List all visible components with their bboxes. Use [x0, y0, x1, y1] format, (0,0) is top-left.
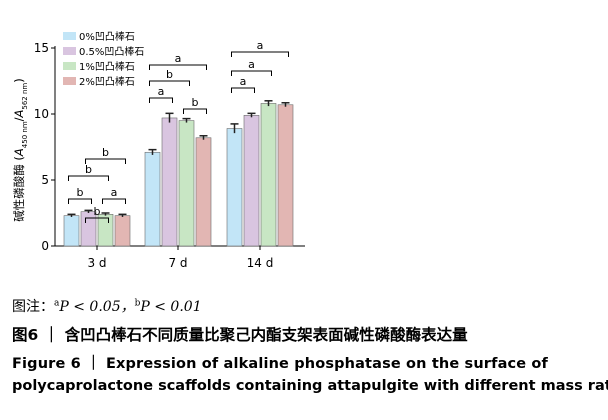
x-tick-label: 3 d: [87, 256, 106, 270]
significance-bracket: [231, 70, 272, 76]
legend-label: 0%凹凸棒石: [79, 30, 135, 43]
x-tick-label: 14 d: [247, 256, 274, 270]
y-tick-label: 5: [41, 173, 49, 187]
caption-english-line2: polycaprolactone scaffolds containing at…: [12, 378, 608, 394]
significance-bracket: [149, 64, 207, 70]
significance-label: a: [111, 186, 118, 199]
y-axis-label-a1: A: [12, 148, 26, 157]
y-axis-label-slash: /: [12, 117, 26, 121]
note-sup-a: a: [54, 298, 60, 309]
bar: [260, 103, 277, 247]
y-tick-label: 0: [41, 239, 49, 253]
significance-label: b: [94, 205, 101, 218]
y-axis-label-sub2: 562 nm: [21, 83, 29, 110]
legend-swatch: [63, 47, 76, 55]
note-prefix: 图注：: [12, 299, 54, 315]
caption-english-line1: Figure 6 ｜ Expression of alkaline phosph…: [12, 356, 549, 372]
legend-swatch: [63, 62, 76, 70]
significance-label: a: [158, 85, 165, 98]
y-axis-label: 碱性磷酸酶 (A450 nm/A562 nm): [12, 78, 29, 221]
note-p-a: P < 0.05，: [59, 299, 135, 315]
significance-bracket: [68, 175, 109, 181]
legend-label: 2%凹凸棒石: [79, 75, 135, 88]
y-axis-label-close: ): [12, 78, 26, 83]
significance-label: a: [175, 52, 182, 65]
bar: [114, 215, 131, 247]
bar: [178, 120, 195, 247]
significance-label: b: [102, 146, 109, 159]
bar: [226, 128, 243, 247]
caption-chinese: 图6 ｜ 含凹凸棒石不同质量比聚己内酯支架表面碱性磷酸酶表达量: [12, 326, 468, 344]
bar: [97, 214, 114, 247]
note-p-b: P < 0.01: [140, 299, 202, 315]
significance-label: b: [77, 186, 84, 199]
significance-bracket: [231, 87, 255, 93]
bar: [161, 117, 178, 247]
legend-swatch: [63, 77, 76, 85]
y-tick-label: 10: [34, 107, 49, 121]
significance-bracket: [231, 51, 289, 57]
significance-label: b: [166, 68, 173, 81]
significance-label: a: [248, 58, 255, 71]
alp-bar-chart: 0 5 10 15 3 d 7 d 14 d 0%凹凸棒石 0.5%凹凸棒石 1%凹凸棒石 2%凹凸…: [12, 30, 305, 270]
significance-label: b: [85, 163, 92, 176]
significance-label: a: [257, 39, 264, 52]
bar: [243, 115, 260, 247]
significance-bracket: [85, 158, 126, 164]
significance-bracket: [183, 108, 207, 114]
bar: [63, 215, 80, 247]
significance-bracket: [149, 80, 190, 86]
bar: [144, 151, 161, 247]
significance-bracket: [102, 198, 126, 204]
bar: [277, 104, 294, 247]
significance-label: a: [240, 75, 247, 88]
significance-bracket: [85, 217, 109, 223]
figure-note: 图注：aP < 0.05，bP < 0.01: [12, 296, 202, 316]
x-tick-label: 7 d: [168, 256, 187, 270]
legend-label: 0.5%凹凸棒石: [79, 45, 144, 58]
y-axis-label-text: 碱性磷酸酶 (: [12, 156, 26, 222]
note-sup-b: b: [134, 298, 141, 309]
legend-label: 1%凹凸棒石: [79, 60, 135, 73]
y-tick-label: 15: [34, 41, 49, 55]
y-axis-label-sub1: 450 nm: [21, 121, 29, 148]
y-axis-label-a2: A: [12, 109, 26, 118]
significance-label: b: [192, 96, 199, 109]
bar: [195, 137, 212, 247]
legend-swatch: [63, 32, 76, 40]
significance-bracket: [68, 198, 92, 204]
significance-bracket: [149, 97, 173, 103]
